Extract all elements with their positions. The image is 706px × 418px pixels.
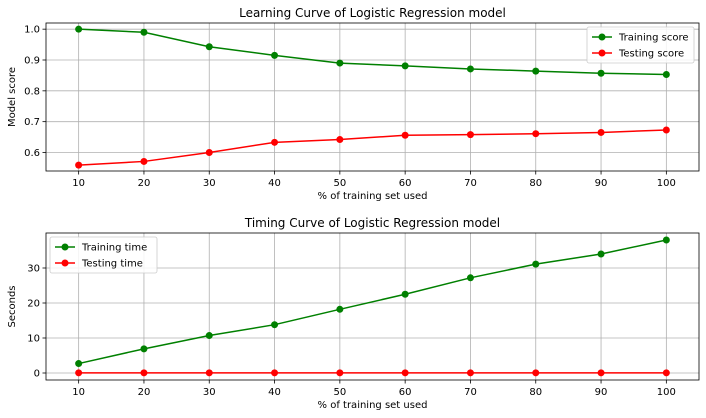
y-tick-label: 0.7 xyxy=(24,117,40,128)
data-point xyxy=(597,69,605,77)
x-tick-label: 100 xyxy=(657,387,676,398)
data-point xyxy=(662,126,670,134)
plot-frame xyxy=(45,232,700,381)
y-tick-label: 0.6 xyxy=(24,148,40,159)
series-line xyxy=(78,28,667,76)
y-tick-label: 0.9 xyxy=(24,56,40,67)
x-tick-label: 10 xyxy=(72,178,85,189)
x-tick-label: 50 xyxy=(333,178,346,189)
y-tick-label: 20 xyxy=(27,299,40,310)
legend-entry: Training score xyxy=(618,33,689,44)
x-axis-label: % of training set used xyxy=(318,191,428,202)
data-point xyxy=(466,65,474,73)
y-tick-label: 0 xyxy=(34,369,40,380)
x-tick-label: 90 xyxy=(595,387,608,398)
data-point xyxy=(336,369,344,377)
data-point xyxy=(597,128,605,136)
y-tick-label: 0.8 xyxy=(24,86,40,97)
legend-swatch-marker xyxy=(598,49,606,57)
x-tick-label: 50 xyxy=(333,387,346,398)
data-point xyxy=(597,250,605,258)
x-tick-label: 100 xyxy=(657,178,676,189)
data-point xyxy=(75,161,83,169)
x-tick-label: 10 xyxy=(72,387,85,398)
data-point xyxy=(466,369,474,377)
legend-entry: Testing time xyxy=(81,259,143,270)
chart-title: Timing Curve of Logistic Regression mode… xyxy=(244,216,500,230)
x-tick-label: 40 xyxy=(268,387,281,398)
x-tick-label: 90 xyxy=(595,178,608,189)
data-point xyxy=(336,136,344,144)
legend-box xyxy=(49,236,158,274)
x-tick-label: 20 xyxy=(138,387,151,398)
legend-entry: Training time xyxy=(81,243,147,254)
x-tick-label: 40 xyxy=(268,178,281,189)
legend-swatch-marker xyxy=(598,33,606,41)
data-point xyxy=(205,369,213,377)
data-point xyxy=(532,369,540,377)
legend-box xyxy=(586,26,695,64)
data-point xyxy=(271,51,279,59)
x-tick-label: 20 xyxy=(138,178,151,189)
legend-swatch-marker xyxy=(61,259,69,267)
data-point xyxy=(75,360,83,368)
x-tick-label: 80 xyxy=(529,178,542,189)
x-tick-label: 70 xyxy=(464,387,477,398)
data-point xyxy=(532,260,540,268)
y-tick-label: 1.0 xyxy=(24,25,40,36)
data-point xyxy=(271,138,279,146)
data-point xyxy=(466,131,474,139)
data-point xyxy=(140,369,148,377)
x-tick-label: 30 xyxy=(203,178,216,189)
data-point xyxy=(662,236,670,244)
y-tick-label: 10 xyxy=(27,334,40,345)
series-line xyxy=(78,129,667,166)
data-point xyxy=(271,369,279,377)
data-point xyxy=(336,305,344,313)
x-tick-label: 60 xyxy=(399,178,412,189)
data-point xyxy=(401,369,409,377)
data-point xyxy=(271,321,279,329)
data-point xyxy=(205,332,213,340)
y-axis-label: Model score xyxy=(7,67,18,127)
data-point xyxy=(140,157,148,165)
data-point xyxy=(597,369,605,377)
series-line xyxy=(78,239,667,365)
x-tick-label: 70 xyxy=(464,178,477,189)
data-point xyxy=(401,290,409,298)
y-tick-label: 30 xyxy=(27,264,40,275)
data-point xyxy=(532,67,540,75)
x-axis-label: % of training set used xyxy=(318,400,428,411)
data-point xyxy=(401,62,409,70)
data-point xyxy=(401,131,409,139)
legend-entry: Testing score xyxy=(618,49,684,60)
data-point xyxy=(662,369,670,377)
data-point xyxy=(336,59,344,67)
x-tick-label: 80 xyxy=(529,387,542,398)
data-point xyxy=(205,149,213,156)
x-tick-label: 60 xyxy=(399,387,412,398)
plot-frame xyxy=(45,22,700,172)
data-point xyxy=(205,43,213,51)
legend-swatch-marker xyxy=(61,243,69,251)
data-point xyxy=(466,274,474,282)
chart-title: Learning Curve of Logistic Regression mo… xyxy=(239,6,506,20)
data-point xyxy=(75,369,83,377)
x-tick-label: 30 xyxy=(203,387,216,398)
y-axis-label: Seconds xyxy=(7,285,18,327)
data-point xyxy=(532,130,540,138)
data-point xyxy=(75,25,83,33)
data-point xyxy=(140,28,148,36)
data-point xyxy=(662,70,670,78)
data-point xyxy=(140,345,148,353)
